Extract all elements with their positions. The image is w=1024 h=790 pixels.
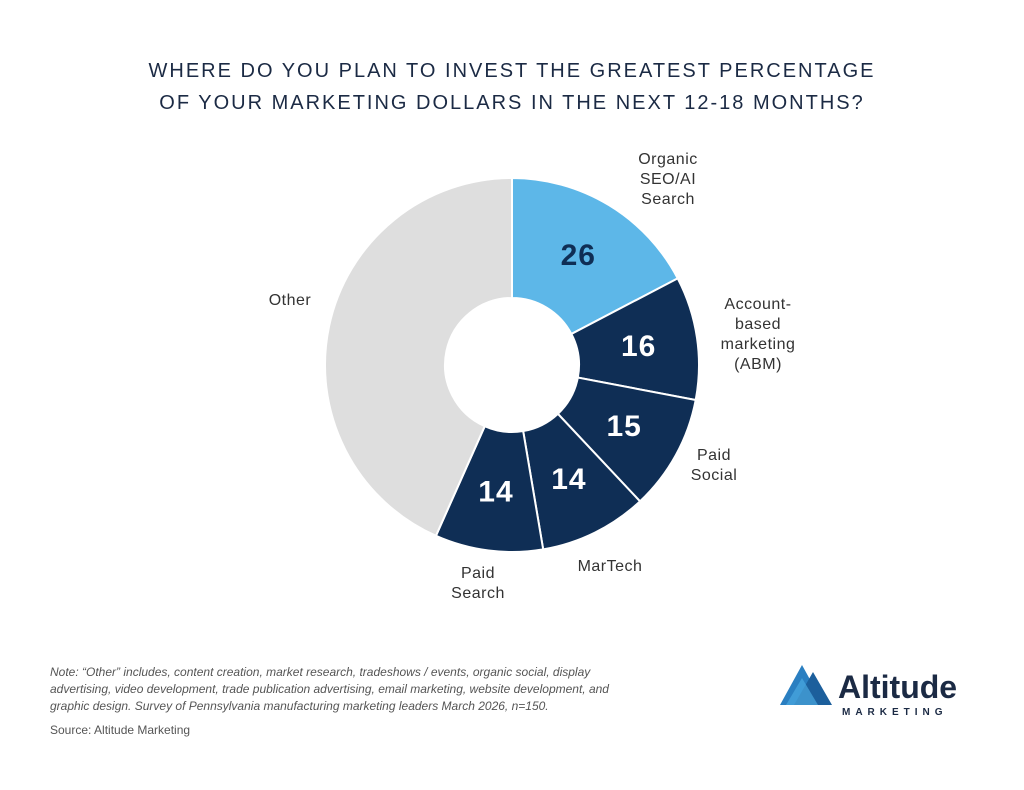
value-label: 14 — [551, 463, 586, 496]
category-label: Account-based marketing (ABM) — [720, 296, 796, 373]
logo: Altitude MARKETING — [780, 665, 957, 718]
source: Source: Altitude Marketing — [50, 723, 191, 737]
category-label: MarTech — [577, 558, 643, 575]
value-label: 26 — [561, 239, 596, 272]
category-label: Paid Search — [451, 565, 505, 602]
donut-slice — [511, 176, 680, 336]
chart-title: OF YOUR MARKETING DOLLARS IN THE NEXT 12… — [159, 92, 865, 114]
logo-name: Altitude — [838, 669, 957, 705]
donut-slice — [324, 176, 513, 538]
category-label: Organic SEO/AI Search — [638, 151, 698, 208]
category-label: Other — [268, 292, 312, 309]
category-label: Paid Social — [690, 447, 738, 484]
logo-tagline: MARKETING — [842, 707, 948, 718]
chart-title: WHERE DO YOU PLAN TO INVEST THE GREATEST… — [148, 60, 876, 82]
value-label: 14 — [478, 475, 513, 508]
value-label: 15 — [606, 410, 641, 443]
note: Note: “Other” includes, content creation… — [50, 665, 609, 713]
value-label: 16 — [621, 330, 656, 363]
